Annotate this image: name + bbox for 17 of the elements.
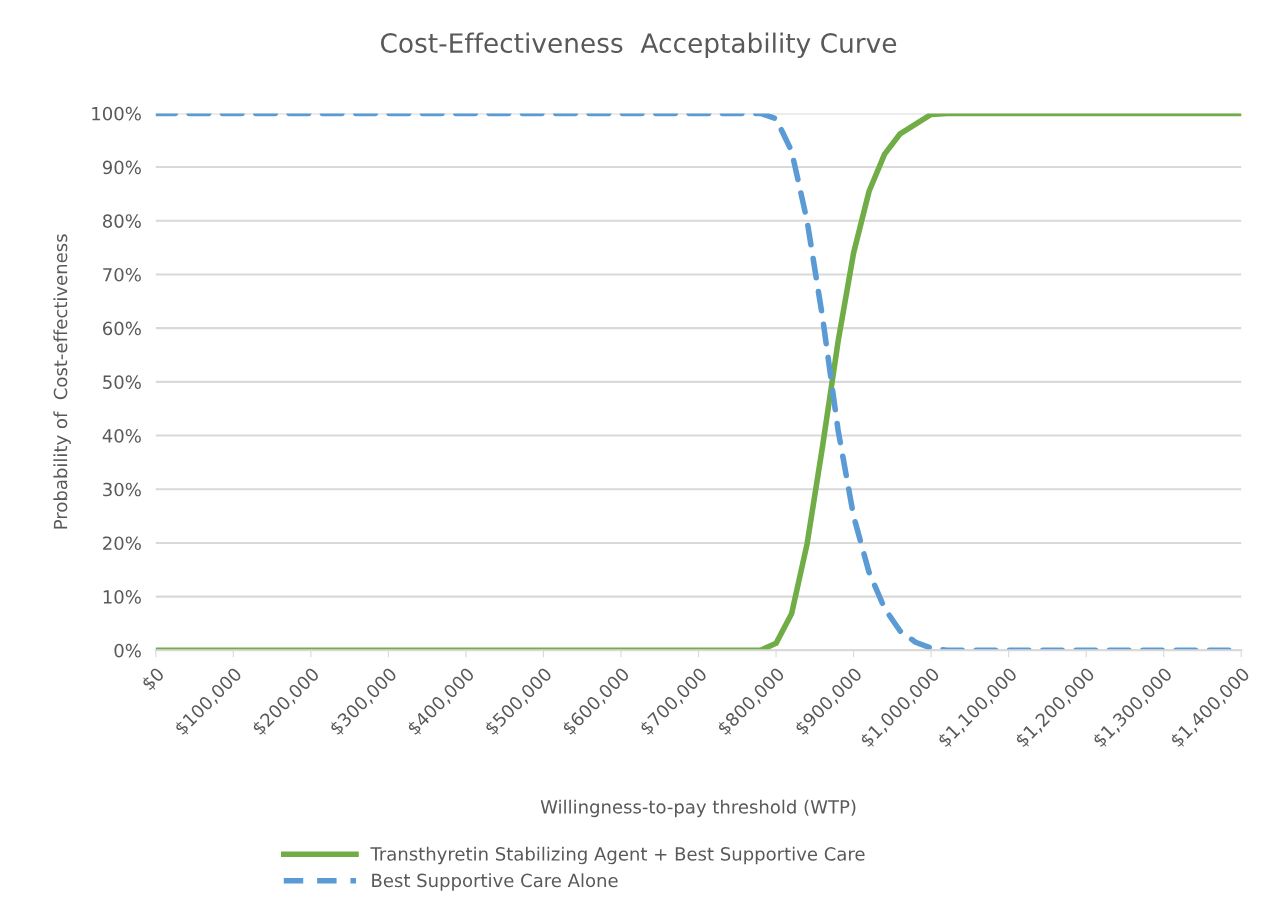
x-axis-title: Willingness-to-pay threshold (WTP) xyxy=(540,799,856,818)
y-tick-label: 70% xyxy=(103,267,141,282)
y-tick-label: 80% xyxy=(103,214,141,228)
x-tick-label: $0 xyxy=(140,666,167,693)
y-tick-label: 40% xyxy=(102,429,141,443)
y-tick-label: 10% xyxy=(103,590,141,604)
y-tick-label: 50% xyxy=(103,375,141,389)
y-tick-label: 60% xyxy=(103,321,141,336)
y-tick-label: 100% xyxy=(92,106,141,121)
y-axis-title: Probability of Cost-effectiveness xyxy=(53,234,71,529)
legend-label: Transthyretin Stabilizing Agent + Best Supportive Care xyxy=(370,846,865,865)
legend-label: Best Supportive Care Alone xyxy=(372,873,618,891)
y-tick-label: 0% xyxy=(114,643,141,658)
y-tick-label: 20% xyxy=(103,536,141,551)
y-tick-label: 30% xyxy=(103,482,141,497)
y-tick-label: 90% xyxy=(102,160,141,175)
chart-title: Cost-Effectiveness Acceptability Curve xyxy=(380,32,897,59)
